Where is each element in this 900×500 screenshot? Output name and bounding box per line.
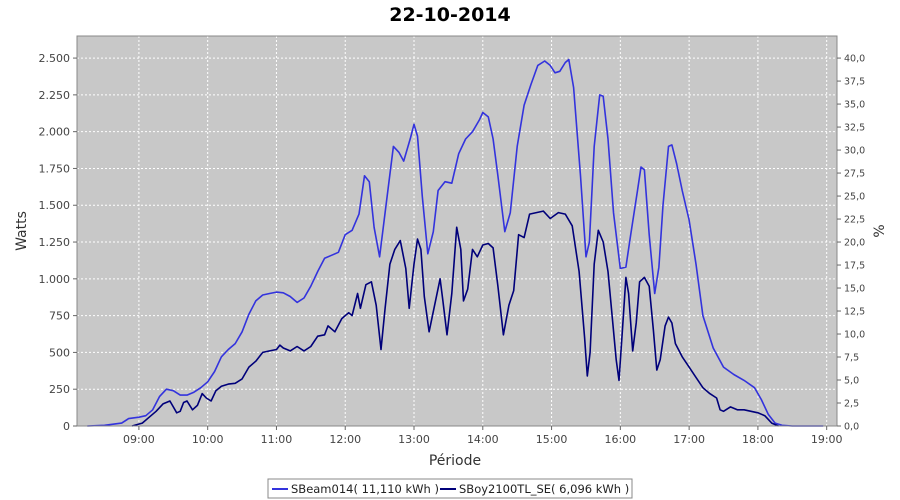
x-axis: 09:00 10:00 11:00 12:00 13:00 14:00 15:00 16:00… — [123, 426, 843, 446]
y-tick-label: 1.750 — [39, 162, 71, 175]
y-tick-label: 250 — [49, 383, 70, 396]
y2-tick-label: 32,5 — [844, 123, 865, 134]
y2-tick-label: 20,0 — [844, 238, 865, 249]
x-tick-label: 18:00 — [742, 433, 774, 446]
y2-tick-label: 10,0 — [844, 330, 865, 341]
y2-tick-label: 15,0 — [844, 284, 865, 295]
y-tick-label: 1.250 — [39, 236, 71, 249]
grid-lines — [77, 36, 837, 426]
y2-axis: 0,0 2,5 5,0 7,5 10,0 12,5 15,0 17,5 20,0 22,5 25,0… — [837, 54, 865, 433]
series-line-1 — [131, 210, 779, 427]
x-tick-label: 09:00 — [123, 433, 155, 446]
y2-tick-label: 40,0 — [844, 54, 865, 65]
y2-axis-label: % — [872, 224, 888, 237]
y-tick-label: 750 — [49, 310, 70, 323]
x-tick-label: 13:00 — [398, 433, 430, 446]
y2-tick-label: 2,5 — [844, 399, 859, 410]
x-tick-label: 17:00 — [673, 433, 705, 446]
y2-tick-label: 0,0 — [844, 422, 859, 433]
y-tick-label: 0 — [63, 420, 70, 433]
y2-tick-label: 37,5 — [844, 77, 865, 88]
y2-tick-label: 30,0 — [844, 146, 865, 157]
x-tick-label: 14:00 — [467, 433, 499, 446]
legend-label-sbeam: SBeam014( 11,110 kWh ) — [291, 482, 439, 496]
legend-label-sboy: SBoy2100TL_SE( 6,096 kWh ) — [459, 482, 629, 496]
y2-tick-label: 35,0 — [844, 100, 865, 111]
series-lines — [87, 58, 824, 427]
x-tick-label: 15:00 — [536, 433, 568, 446]
plot-border — [76, 35, 838, 427]
series-line-0 — [87, 58, 824, 427]
chart-title: 22-10-2014 — [389, 4, 511, 26]
y2-tick-label: 22,5 — [844, 215, 865, 226]
y2-tick-label: 25,0 — [844, 192, 865, 203]
x-tick-label: 12:00 — [329, 433, 361, 446]
y-tick-label: 500 — [49, 346, 70, 359]
y-tick-label: 1.500 — [39, 199, 71, 212]
y2-tick-label: 5,0 — [844, 376, 859, 387]
x-tick-label: 19:00 — [811, 433, 843, 446]
y-axis: 0 250 500 750 1.000 1.250 1.500 1.750 2.000 2.250… — [39, 52, 77, 433]
y2-tick-label: 27,5 — [844, 169, 865, 180]
x-tick-label: 10:00 — [192, 433, 224, 446]
y-tick-label: 2.250 — [39, 89, 71, 102]
y-tick-label: 1.000 — [39, 273, 71, 286]
legend: SBeam014( 11,110 kWh ) SBoy2100TL_SE( 6,… — [267, 478, 633, 499]
y2-tick-label: 7,5 — [844, 353, 859, 364]
x-tick-label: 11:00 — [261, 433, 293, 446]
y2-tick-label: 17,5 — [844, 261, 865, 272]
y2-tick-label: 12,5 — [844, 307, 865, 318]
y-axis-label: Watts — [14, 211, 30, 251]
y-tick-label: 2.000 — [39, 126, 71, 139]
x-axis-label: Période — [429, 453, 481, 469]
x-tick-label: 16:00 — [604, 433, 636, 446]
y-tick-label: 2.500 — [39, 52, 71, 65]
